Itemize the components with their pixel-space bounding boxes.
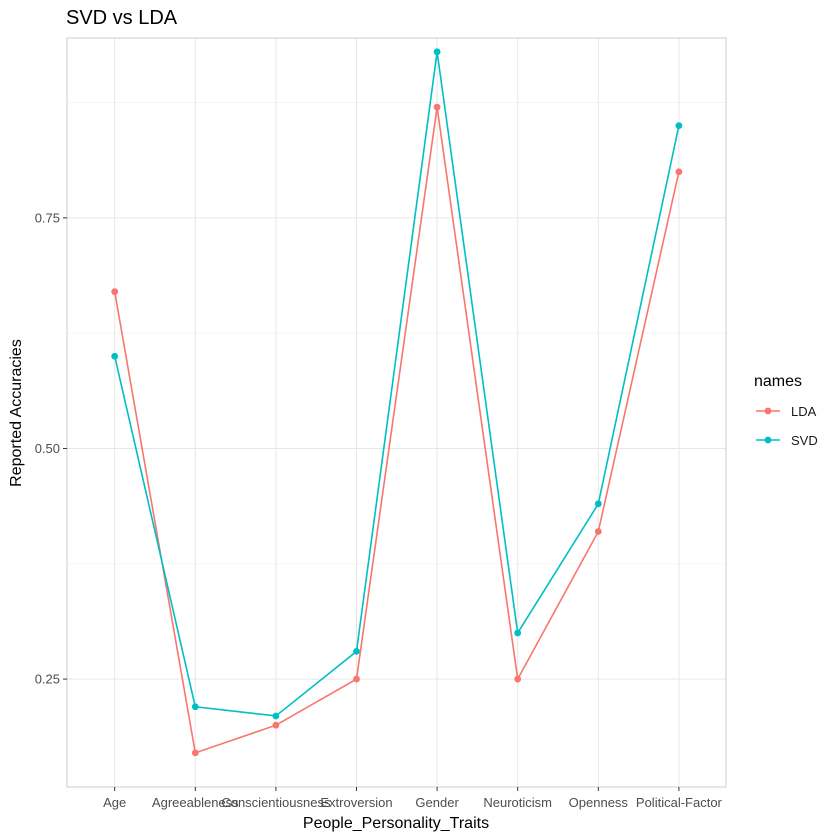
data-point-lda <box>594 528 602 535</box>
legend-label-lda: LDA <box>791 404 817 419</box>
y-tick-label: 0.75 <box>35 210 60 225</box>
data-point-lda <box>433 103 441 111</box>
series-line-svd <box>113 51 680 717</box>
series-layer <box>111 48 683 757</box>
data-point-lda <box>272 721 280 729</box>
legend-key-point-lda <box>764 407 772 415</box>
data-point-svd <box>433 48 441 56</box>
data-point-svd <box>272 712 280 720</box>
y-tick-label: 0.25 <box>35 672 60 687</box>
legend-key-point-svd <box>764 436 772 444</box>
data-point-svd <box>675 122 683 130</box>
x-tick-label: Gender <box>415 795 459 810</box>
legend: names LDA SVD <box>754 373 818 448</box>
x-axis: Age AgreeablenessConscientiousnessExtrove… <box>103 787 723 810</box>
y-tick-label: 0.50 <box>35 441 60 456</box>
data-point-lda <box>514 675 522 683</box>
x-tick-label: Conscientiousness <box>221 795 331 810</box>
legend-title: names <box>754 373 802 390</box>
data-point-lda <box>353 675 360 683</box>
x-tick-label: Political-Factor <box>636 795 723 810</box>
x-axis-title: People_Personality_Traits <box>303 815 489 832</box>
x-tick-label: Agreeableness <box>152 795 239 810</box>
data-point-svd <box>191 703 199 711</box>
x-tick-label: Age <box>103 795 126 810</box>
data-point-svd <box>353 648 360 655</box>
plot-panel <box>66 37 727 788</box>
data-point-svd <box>514 629 522 637</box>
y-axis-title: Reported Accuracies <box>8 339 25 487</box>
legend-label-svd: SVD <box>791 433 818 448</box>
data-point-lda <box>191 749 199 757</box>
data-point-lda <box>111 288 119 296</box>
data-point-svd <box>111 352 119 360</box>
y-axis: 0.25 0.50 0.75 <box>35 210 67 687</box>
x-tick-label: Openness <box>569 795 629 810</box>
chart-title: SVD vs LDA <box>66 7 178 29</box>
x-tick-label: Extroversion <box>320 795 392 810</box>
x-tick-label: Neuroticism <box>483 795 552 810</box>
data-point-svd <box>594 500 602 508</box>
grid <box>67 38 726 787</box>
data-point-lda <box>675 168 683 176</box>
series-line-lda <box>113 107 680 754</box>
